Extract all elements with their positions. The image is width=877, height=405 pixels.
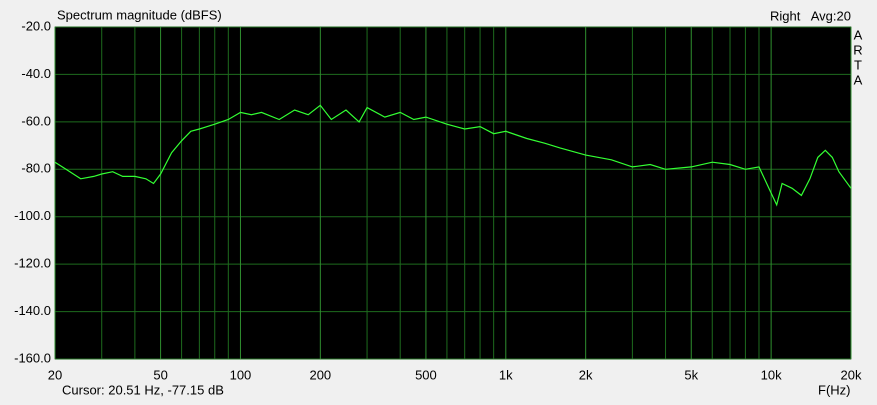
side-label: A [854,72,863,87]
y-tick-label: -40.0 [21,66,51,81]
x-tick-label: 20 [48,367,62,382]
y-tick-label: -100.0 [14,208,51,223]
x-tick-label: 1k [499,367,513,382]
x-tick-label: 200 [309,367,331,382]
chart-title: Spectrum magnitude (dBFS) [57,7,222,22]
y-tick-label: -60.0 [21,113,51,128]
averaging: Avg:20 [811,8,851,23]
spectrum-line [54,104,852,207]
plot-area [54,26,852,360]
y-tick-label: -140.0 [14,303,51,318]
x-tick-label: 10k [761,367,782,382]
x-tick-label: 100 [230,367,252,382]
cursor: Cursor: 20.51 Hz, -77.15 dB [62,382,224,397]
x-tick-label: 500 [415,367,437,382]
x-label: F(Hz) [818,382,851,397]
channel: Right [770,8,801,23]
y-tick-label: -20.0 [21,18,51,33]
x-tick-label: 5k [684,367,698,382]
y-tick-label: -160.0 [14,350,51,365]
x-tick-label: 2k [579,367,593,382]
y-tick-label: -120.0 [14,256,51,271]
y-tick-label: -80.0 [21,161,51,176]
x-tick-label: 50 [153,367,167,382]
side-label: A [854,27,863,42]
side-label: T [854,57,862,72]
x-tick-label: 20k [841,367,862,382]
side-label: R [853,42,862,57]
